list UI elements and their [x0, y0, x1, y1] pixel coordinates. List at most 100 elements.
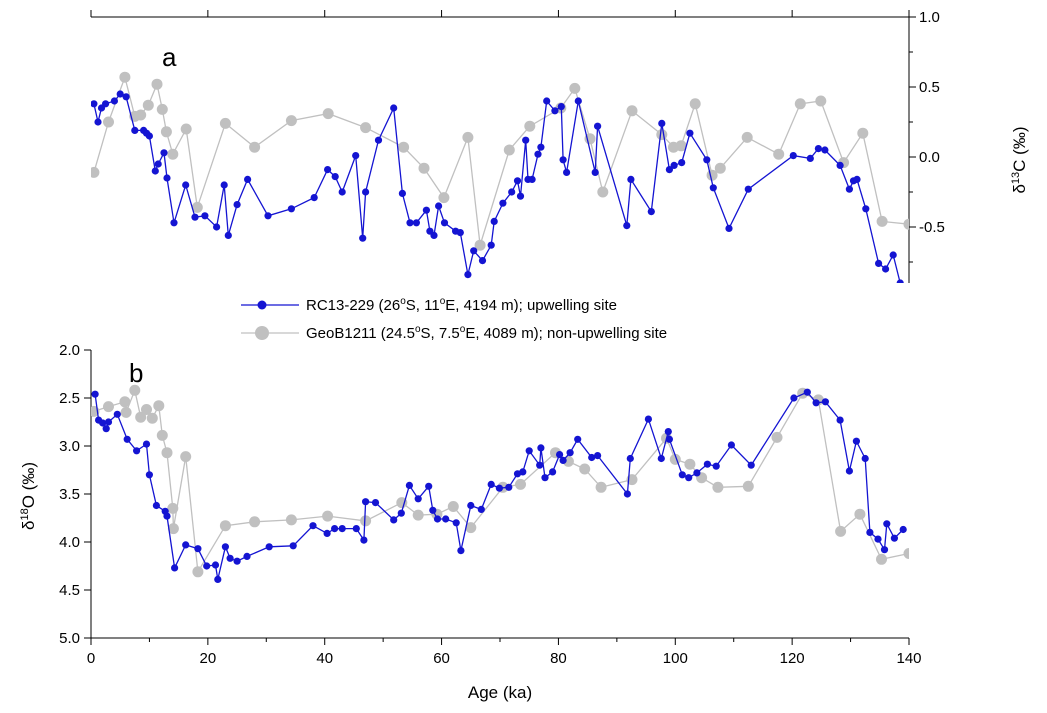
data-point — [440, 219, 449, 227]
data-point — [574, 97, 582, 105]
data-point — [433, 515, 442, 523]
data-point — [742, 480, 754, 492]
x-tick-label: 40 — [316, 650, 333, 667]
data-point — [709, 184, 717, 192]
data-point — [285, 514, 297, 526]
y-tick-label: 0.5 — [919, 79, 940, 96]
data-point — [447, 501, 459, 512]
data-point — [265, 543, 273, 551]
data-point — [675, 140, 687, 152]
data-point — [220, 181, 228, 189]
y-tick-label: 0.0 — [919, 149, 940, 166]
data-point — [141, 404, 152, 415]
data-point — [685, 474, 693, 482]
data-point — [534, 150, 542, 158]
data-point — [191, 213, 199, 221]
data-point — [883, 520, 891, 528]
y-axis-label: δ13C (‰) — [1010, 126, 1029, 193]
data-point — [644, 415, 653, 423]
data-point — [418, 162, 430, 174]
data-point — [160, 126, 172, 138]
data-point — [214, 575, 222, 584]
data-point — [360, 536, 368, 544]
data-point — [156, 103, 168, 115]
legend-marker — [257, 300, 267, 310]
data-point — [163, 174, 171, 182]
x-tick-label: 20 — [200, 650, 217, 667]
data-point — [821, 398, 830, 406]
data-point — [712, 462, 720, 470]
y-axis-label-sup: 18 — [19, 508, 31, 520]
y-axis-label: δ18O (‰) — [19, 462, 38, 530]
data-point — [536, 461, 544, 469]
data-point — [854, 508, 866, 520]
data-point — [790, 394, 798, 402]
data-point — [221, 543, 229, 551]
data-point — [703, 460, 712, 468]
data-point — [597, 186, 609, 198]
data-point — [626, 454, 634, 463]
data-point — [390, 516, 398, 524]
series-rc13-229 — [91, 388, 907, 584]
data-point — [474, 239, 486, 251]
y-axis-label-delta: δ — [19, 521, 38, 530]
data-point — [744, 185, 752, 193]
data-point — [880, 546, 889, 554]
data-point — [522, 136, 530, 144]
data-point — [405, 481, 413, 489]
data-point — [861, 454, 869, 463]
data-point — [422, 206, 430, 214]
series-rc13-229 — [91, 90, 904, 283]
data-point — [362, 498, 370, 506]
data-point — [398, 141, 410, 153]
data-point — [876, 215, 888, 227]
data-point — [322, 510, 334, 522]
data-point — [224, 231, 232, 239]
x-tick-label: 100 — [663, 650, 688, 667]
data-point — [331, 173, 339, 181]
data-point — [686, 129, 694, 137]
data-point — [665, 166, 674, 174]
data-point — [874, 535, 882, 543]
data-point — [285, 115, 297, 127]
data-point — [664, 428, 672, 436]
degree-sup: o — [400, 296, 406, 307]
y-tick-label: 3.0 — [59, 438, 80, 455]
y-tick-label: 5.0 — [59, 630, 80, 647]
panel-a-d13c-chart: 1.0 0.5 0.0 -0.5 δ13C (‰) a — [90, 9, 1029, 283]
y-axis-label-delta: δ — [1010, 184, 1029, 193]
y-tick-label: 4.5 — [59, 582, 80, 599]
data-point — [689, 98, 701, 110]
data-point — [398, 189, 406, 197]
data-point — [528, 175, 536, 183]
data-point — [289, 542, 297, 550]
data-point — [477, 505, 485, 513]
data-point — [595, 481, 607, 493]
data-point — [338, 188, 346, 196]
series-geob1211 — [91, 384, 909, 578]
data-point — [495, 484, 503, 492]
data-point — [467, 501, 475, 510]
data-point — [310, 194, 318, 202]
data-point — [120, 406, 132, 418]
data-point — [211, 561, 220, 569]
y-axis-label-sup: 13 — [1010, 172, 1022, 184]
panel-letter: a — [162, 42, 177, 72]
data-point — [557, 103, 565, 111]
y-axis-label-rest: C (‰) — [1010, 126, 1029, 171]
legend-text-part: GeoB1211 (24.5 — [306, 325, 415, 342]
data-point — [647, 208, 655, 216]
data-point — [425, 482, 433, 490]
series-geob1211 — [91, 71, 909, 251]
data-point — [836, 416, 844, 424]
data-point — [103, 401, 114, 413]
data-point — [623, 490, 632, 498]
data-point — [133, 447, 141, 455]
series-line — [93, 93, 901, 283]
data-point — [331, 525, 339, 533]
data-point — [99, 419, 107, 427]
data-point — [438, 192, 450, 204]
x-tick-label: 60 — [433, 650, 450, 667]
data-point — [773, 148, 785, 160]
